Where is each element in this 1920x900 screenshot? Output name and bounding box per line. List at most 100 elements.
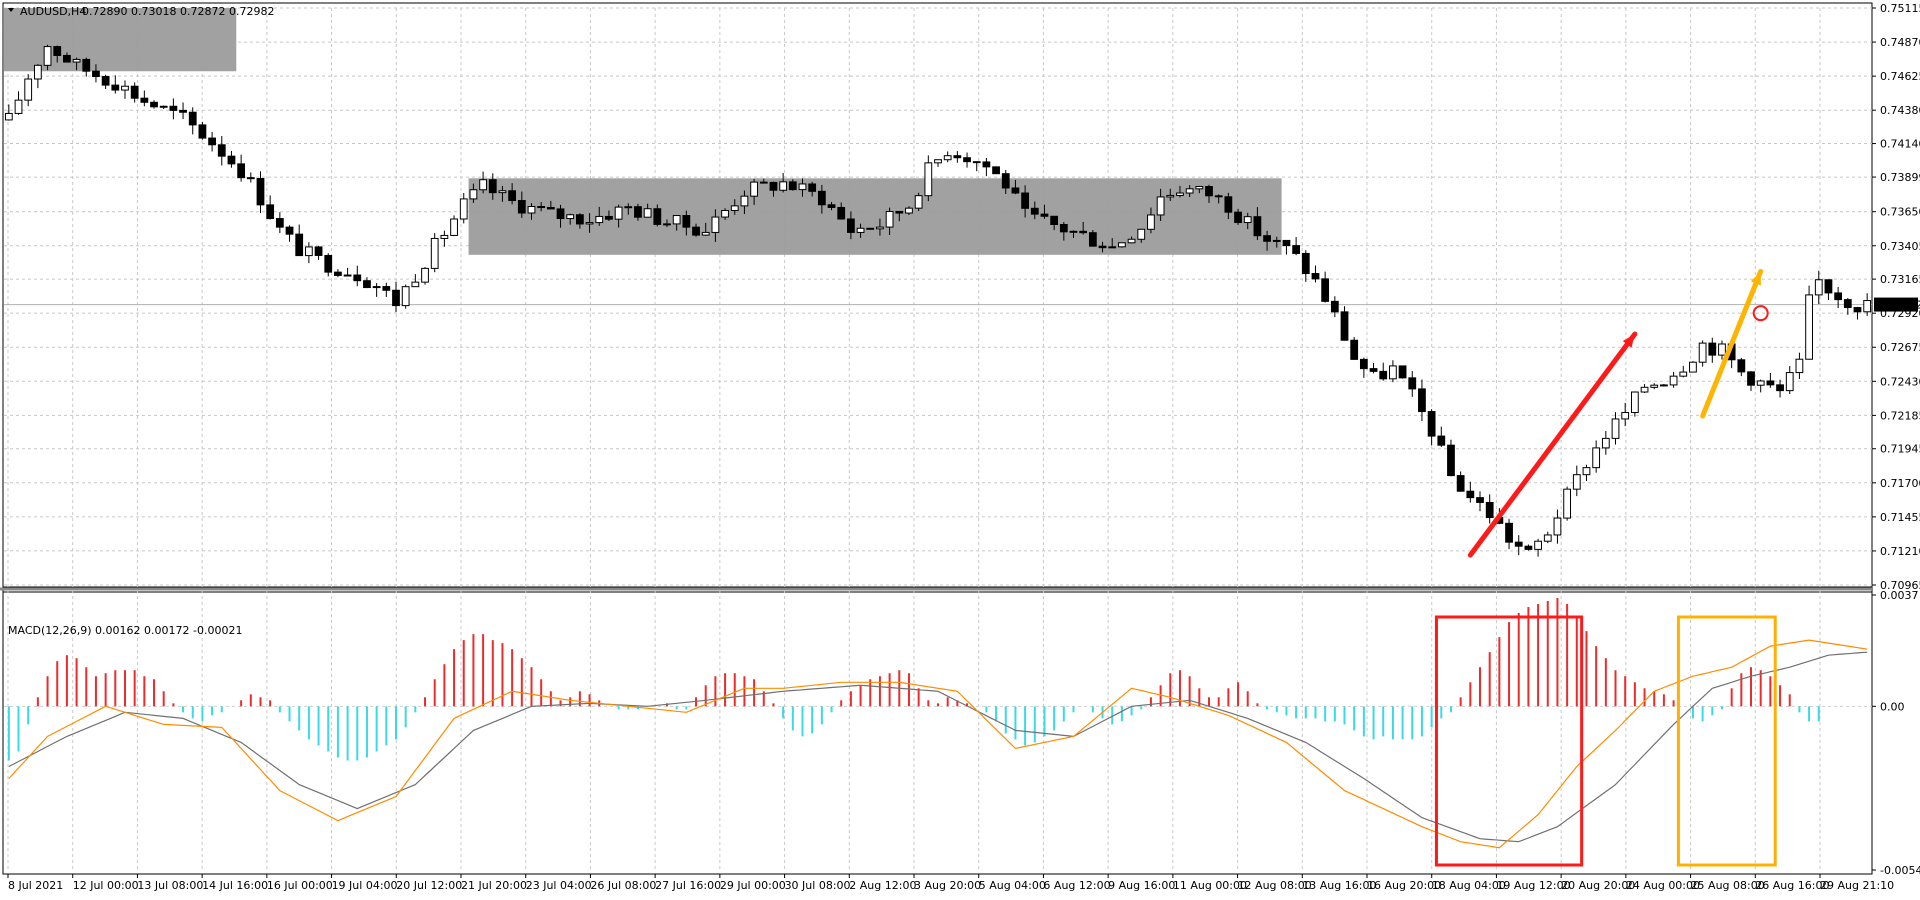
time-label: 9 Aug 16:00 — [1108, 879, 1175, 892]
candle-bull — [1660, 384, 1668, 387]
candle-bear — [1379, 370, 1388, 380]
candle-bull — [121, 85, 129, 91]
candle-bear — [1408, 377, 1417, 390]
candle-bear — [1234, 211, 1242, 224]
price-label: 0.72675 — [1880, 341, 1920, 354]
candle-bull — [1679, 371, 1688, 377]
time-label: 20 Jul 12:00 — [396, 879, 462, 892]
candle-bear — [1824, 279, 1833, 294]
candle-bull — [14, 99, 23, 114]
candle-bear — [1301, 252, 1310, 275]
macd-axis-label: 0.00 — [1880, 700, 1905, 713]
candle-bear — [1737, 359, 1746, 373]
candle-bear — [556, 208, 565, 220]
candle-bear — [963, 157, 971, 163]
time-label: 16 Jul 00:00 — [267, 879, 333, 892]
candle-bull — [527, 206, 536, 214]
candle-bull — [1756, 380, 1765, 386]
price-zone — [468, 178, 1282, 255]
time-label: 19 Aug 12:00 — [1496, 879, 1570, 892]
orange-arrow-head — [1750, 271, 1761, 286]
candle-bull — [1127, 238, 1136, 244]
candle-bull — [72, 58, 81, 63]
time-label: 29 Aug 21:10 — [1820, 879, 1894, 892]
candle-bear — [1214, 195, 1223, 198]
candle-bear — [517, 200, 526, 214]
current-price-label: 0.72982 — [1877, 299, 1920, 312]
candle-bear — [1253, 216, 1262, 237]
price-label: 0.71455 — [1880, 511, 1920, 524]
candle-bear — [1437, 435, 1446, 446]
macd-signal-line — [8, 651, 1868, 843]
time-label: 8 Jul 2021 — [8, 879, 63, 892]
candle-bull — [566, 214, 575, 220]
candle-bull — [624, 206, 633, 209]
time-label: 20 Aug 20:00 — [1561, 879, 1635, 892]
time-label: 3 Aug 20:00 — [914, 879, 981, 892]
candle-bear — [1001, 173, 1010, 189]
candle-bull — [343, 274, 352, 277]
red-trend-arrow — [1467, 331, 1638, 558]
candle-bull — [701, 231, 710, 236]
macd-panel: 0.0037 0.00 -0.00544 — [4, 589, 1920, 877]
candle-bear — [169, 105, 178, 111]
candle-bull — [1611, 418, 1620, 439]
dropdown-triangle-icon[interactable] — [8, 8, 14, 12]
candle-bear — [634, 206, 642, 218]
candle-bear — [1263, 235, 1271, 242]
price-label: 0.73165 — [1880, 273, 1920, 286]
candle-bull — [1069, 230, 1078, 233]
candle-bear — [82, 58, 91, 72]
orange-highlight-box — [1676, 615, 1777, 867]
candle-bear — [972, 161, 981, 164]
candle-bull — [450, 218, 458, 236]
time-label: 30 Jul 08:00 — [785, 879, 851, 892]
time-label: 24 Aug 00:00 — [1626, 879, 1700, 892]
candle-bear — [1224, 196, 1233, 213]
candle-bear — [188, 111, 197, 126]
candle-bull — [740, 195, 749, 207]
candle-bull — [1185, 188, 1194, 194]
orange-trend-arrow — [1700, 268, 1764, 419]
price-zone — [4, 8, 237, 72]
candle-bear — [140, 97, 149, 103]
price-label: 0.73899 — [1880, 171, 1920, 184]
candle-bull — [159, 105, 168, 108]
candle-bear — [63, 54, 71, 63]
candle-bear — [1834, 292, 1843, 301]
candle-bear — [769, 181, 778, 191]
candle-bear — [1011, 187, 1020, 194]
candle-bull — [1195, 185, 1204, 190]
candle-bear — [1021, 192, 1029, 209]
candle-bear — [605, 215, 613, 220]
candle-bull — [643, 208, 652, 218]
candle-bear — [1359, 358, 1368, 370]
candlestick-series — [4, 44, 1872, 557]
candle-bear — [488, 179, 497, 194]
macd-panel-frame — [2, 586, 1873, 875]
candle-bear — [150, 101, 158, 108]
time-label: 13 Aug 16:00 — [1302, 879, 1376, 892]
macd-header: MACD(12,26,9) 0.00162 0.00172 -0.00021 — [8, 624, 242, 637]
candle-bear — [1292, 245, 1301, 254]
candle-bear — [1205, 185, 1213, 197]
candle-bull — [459, 198, 468, 220]
candle-bear — [1030, 207, 1039, 215]
candle-bear — [314, 246, 323, 256]
circle-marker — [1752, 305, 1769, 322]
candle-bear — [1088, 232, 1097, 247]
candle-bull — [585, 222, 594, 225]
candle-bear — [788, 181, 797, 191]
candle-bear — [1776, 384, 1784, 392]
candle-bear — [653, 208, 662, 225]
trend-arrows — [1467, 268, 1769, 558]
candle-bull — [1795, 358, 1804, 374]
candle-bull — [1805, 294, 1813, 360]
candle-bear — [575, 214, 584, 225]
candle-bull — [614, 206, 623, 220]
candle-bear — [392, 289, 400, 307]
candle-bull — [1814, 279, 1823, 296]
